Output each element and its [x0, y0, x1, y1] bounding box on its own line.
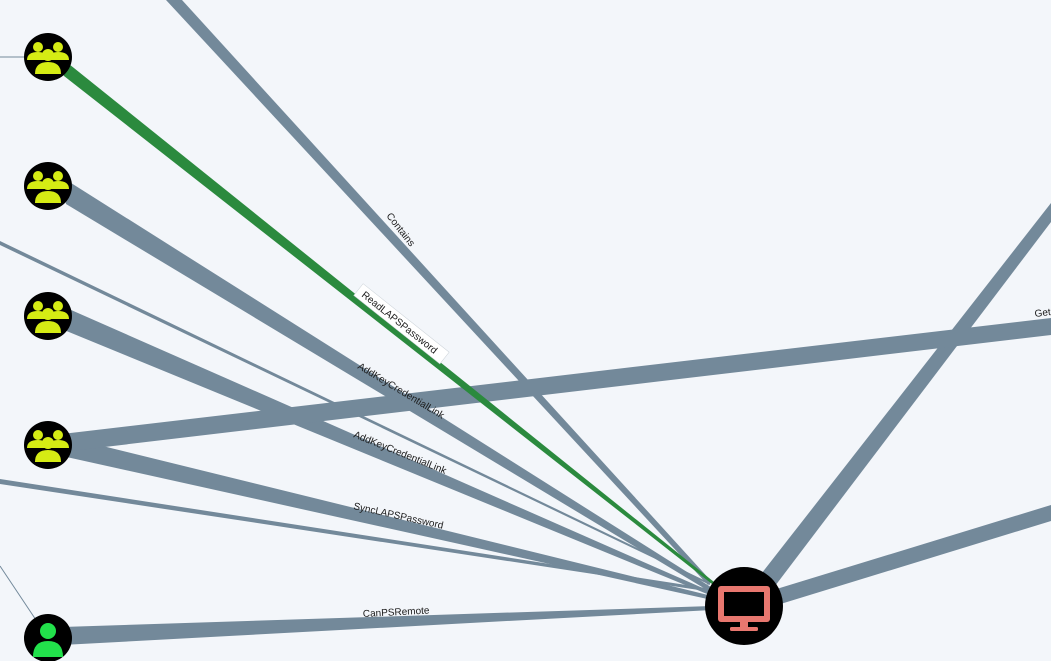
- users-icon: [27, 430, 69, 462]
- edge-label-readlaps-background: [353, 283, 450, 365]
- edge-offscreen-left-tiny-bottom: [0, 565, 37, 621]
- edge-label-get[interactable]: Get: [1034, 307, 1051, 320]
- user-node-1[interactable]: [24, 614, 72, 661]
- group-node-2[interactable]: [24, 162, 72, 210]
- group-node-4[interactable]: [24, 421, 72, 469]
- edge-label-readlaps[interactable]: ReadLAPSPassword: [359, 290, 439, 357]
- group-node-3[interactable]: [24, 292, 72, 340]
- edge-user-canpsremote[interactable]: [62, 606, 712, 645]
- user-icon: [33, 623, 63, 657]
- edge-group-4-sync[interactable]: [62, 436, 712, 600]
- group-node-1[interactable]: [24, 33, 72, 81]
- users-icon: [27, 171, 69, 203]
- users-icon: [27, 301, 69, 333]
- edge-offscreen-left-lower[interactable]: [0, 479, 712, 592]
- monitor-icon: [718, 586, 770, 631]
- edge-computer-to-right-upper[interactable]: [758, 203, 1051, 590]
- edge-label-canpsremote[interactable]: CanPSRemote: [363, 605, 431, 619]
- edge-computer-to-right-lower[interactable]: [770, 505, 1051, 606]
- users-icon: [27, 42, 69, 74]
- computer-node-1[interactable]: [705, 567, 783, 645]
- edge-group-3-addkey[interactable]: [62, 306, 714, 596]
- edge-group-4-get[interactable]: [62, 318, 1051, 452]
- edge-label-readlaps-box[interactable]: ReadLAPSPassword: [353, 283, 450, 365]
- edge-offscreen-top-contains[interactable]: [166, 0, 712, 585]
- edge-group-2-addkey[interactable]: [60, 176, 714, 593]
